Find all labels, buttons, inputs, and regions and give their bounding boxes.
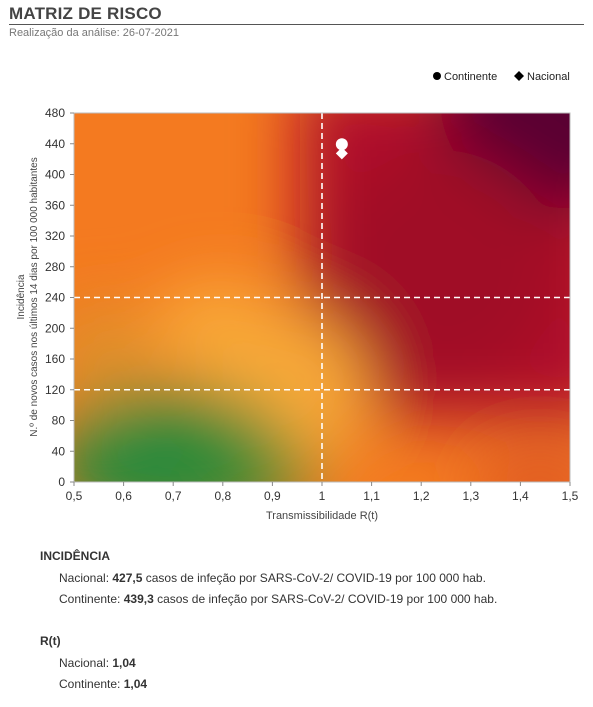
y-tick-label: 40 (52, 444, 66, 458)
y-tick-label: 80 (52, 414, 66, 428)
x-tick-label: 0,5 (66, 489, 83, 503)
y-tick-label: 200 (45, 321, 65, 335)
incidence-heading: INCIDÊNCIA (40, 549, 111, 563)
incidence-nacional-label: Nacional: (59, 571, 113, 585)
incidence-continente-value: 439,3 (123, 592, 154, 606)
legend-label-continente: Continente (444, 71, 497, 83)
x-tick-label: 0,7 (165, 489, 182, 503)
x-tick-label: 0,8 (214, 489, 231, 503)
x-tick-label: 1,4 (512, 489, 529, 503)
y-axis-label-line1: Incidência (16, 274, 27, 319)
y-tick-label: 320 (45, 229, 65, 243)
x-axis-ticks: 0,5 0,6 0,7 0,8 0,9 1 1,1 1,2 1,3 1,4 1,5 (66, 482, 579, 503)
rt-continente: Continente: 1,04 (59, 677, 147, 691)
incidence-nacional-value: 427,5 (112, 571, 143, 585)
point-continente (335, 138, 348, 151)
y-axis-label-line2: N.º de novos casos nos últimos 14 dias p… (29, 157, 40, 436)
risk-matrix-chart: 0,5 0,6 0,7 0,8 0,9 1 1,1 1,2 1,3 1,4 1,5 0 40 80 120… (16, 71, 579, 522)
rt-continente-label: Continente: (59, 677, 124, 691)
rt-nacional-label: Nacional: (59, 656, 113, 670)
threshold-lines (74, 113, 570, 482)
x-tick-label: 1,3 (462, 489, 479, 503)
incidence-continente-label: Continente: (59, 592, 124, 606)
y-tick-label: 440 (45, 137, 65, 151)
x-axis-label: Transmissibilidade R(t) (266, 510, 378, 522)
legend-circle-icon (433, 72, 441, 80)
y-tick-label: 160 (45, 352, 65, 366)
title-divider (9, 24, 584, 25)
legend-diamond-icon (514, 71, 524, 81)
x-tick-label: 0,6 (115, 489, 132, 503)
y-tick-label: 400 (45, 168, 65, 182)
legend-label-nacional: Nacional (527, 71, 570, 83)
analysis-date: Realização da análise: 26-07-2021 (9, 27, 180, 39)
rt-nacional-value: 1,04 (112, 656, 136, 670)
y-axis-ticks: 0 40 80 120 160 200 240 280 320 360 400 440 480 (45, 106, 74, 489)
y-tick-label: 240 (45, 291, 65, 305)
rt-heading: R(t) (40, 634, 61, 648)
y-tick-label: 360 (45, 198, 65, 212)
x-tick-label: 1,5 (562, 489, 579, 503)
rt-nacional: Nacional: 1,04 (59, 656, 136, 670)
x-tick-label: 1 (319, 489, 326, 503)
y-tick-label: 0 (58, 475, 65, 489)
data-points (335, 138, 348, 160)
incidence-nacional: Nacional: 427,5 casos de infeção por SAR… (59, 571, 486, 585)
y-tick-label: 480 (45, 106, 65, 120)
incidence-continente: Continente: 439,3 casos de infeção por S… (59, 592, 497, 606)
y-tick-label: 280 (45, 260, 65, 274)
point-nacional (335, 147, 348, 160)
incidence-continente-text: casos de infeção por SARS-CoV-2/ COVID-1… (153, 592, 498, 606)
x-tick-label: 1,1 (363, 489, 380, 503)
page-title: MATRIZ DE RISCO (9, 4, 162, 23)
x-tick-label: 0,9 (264, 489, 281, 503)
y-tick-label: 120 (45, 383, 65, 397)
incidence-nacional-text: casos de infeção por SARS-CoV-2/ COVID-1… (142, 571, 486, 585)
legend: Continente Nacional (433, 71, 570, 83)
x-tick-label: 1,2 (413, 489, 430, 503)
rt-continente-value: 1,04 (123, 677, 148, 691)
